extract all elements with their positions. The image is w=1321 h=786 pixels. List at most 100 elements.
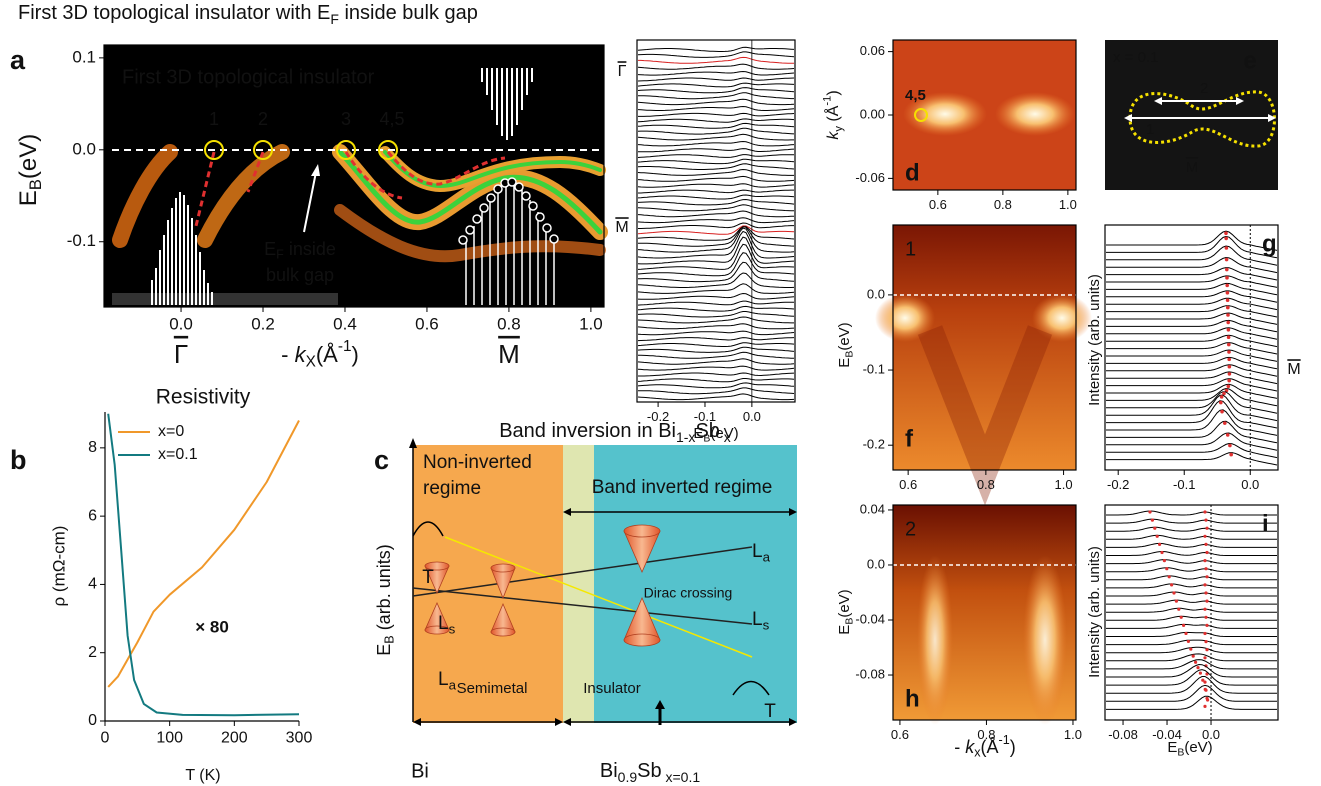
edc-curve [1106,327,1278,340]
y-axis-label-part: E [374,644,394,656]
band-label-part: a [763,549,771,564]
edc-curve [637,226,795,241]
y-axis-label: Intensity (arb. units) [1086,546,1103,678]
axis-frame [1104,504,1279,721]
peak-marker [1203,607,1207,611]
series-line [107,420,300,688]
figure-title-part: First 3D topological insulator with E [18,2,330,24]
marker [458,235,468,245]
x-axis-label: EB(eV) [693,425,738,444]
figure-title-part: F [330,11,339,27]
band [334,204,606,263]
edc-curve [637,378,795,383]
peak-marker [1158,542,1162,547]
edc-curve [638,226,795,247]
arrow-head [555,718,563,726]
edc-curve [637,70,795,76]
edc-curve [637,183,795,188]
intensity-spot [903,92,987,136]
band-label: T [764,701,776,722]
crossing-marker [914,108,928,122]
edc-curve [638,148,795,153]
edc-curve [1106,676,1277,694]
bulk-valence-m [465,184,555,305]
crossing [204,140,224,160]
x-tick-label: 0.2 [251,315,275,334]
peak-marker [1225,276,1229,280]
arrow-head [311,164,320,176]
x-axis-label-part: k [965,737,975,757]
phase-label: Semimetal [457,680,528,697]
edc-curve [1106,391,1278,414]
peak-marker [1194,660,1198,664]
edc-curve [1106,383,1278,399]
x-tick-label: 0.6 [899,477,917,492]
crossing-label: 2 [258,109,268,129]
y-tick-label: -0.1 [67,231,96,250]
x-tick-label: 0.0 [743,409,761,424]
peak-marker [1226,305,1230,310]
cone-top [490,563,516,573]
edc-curve [638,112,795,117]
edc-curve [1106,615,1277,621]
edc-curve [1106,378,1278,392]
compound-label: Bi0.9Sb x=0.1 [600,760,700,784]
crossing-label: 4,5 [905,87,926,104]
cone-top [424,561,450,571]
y-axis-label-part: E [15,190,42,206]
symmetry-point: M [1287,361,1300,378]
band-label-part: s [449,621,456,636]
annotation-part: inside [284,239,336,259]
peak-marker [1227,378,1231,383]
la-band [412,546,753,597]
edc-curve [1106,599,1277,605]
x-tick-label: -0.1 [694,409,716,424]
edc-curve [1106,371,1278,385]
x-tick-label: 0.6 [415,315,439,334]
regime-label: Non-inverted [423,452,532,473]
y-tick-label: 0.0 [72,139,96,158]
panel-label: a [10,45,26,75]
y-tick-label: 0 [88,712,97,729]
x-axis-label-part: ) [1010,737,1016,757]
x-axis-label-part: B [703,432,710,444]
marker [535,212,545,222]
y-axis-label: EB(eV) [836,322,855,367]
x-tick-label: -0.1 [1173,477,1195,492]
panel-label: f [905,425,914,452]
edc-curve [638,92,794,100]
edc-curve [637,230,795,259]
x-tick-label: 100 [156,730,183,747]
peak-marker [1205,550,1209,555]
peak-marker [1148,510,1152,514]
image-strip [112,293,338,305]
edc-curve [637,133,794,141]
y-axis-label: ky (Å-1) [822,90,845,139]
marker [472,214,482,224]
y-axis-label-part: k [825,131,842,140]
x-axis-label-part: (Å [981,737,999,757]
peak-marker [1203,534,1207,538]
edc-curve [1106,305,1278,318]
edc-curve [1106,319,1278,333]
edc-curve [637,204,795,212]
cut-label: 2 [905,518,916,540]
x-tick-label: 300 [286,730,313,747]
bulk-bands [151,68,555,305]
arrow-head [1124,114,1132,122]
peak-marker [1201,678,1205,682]
crossing-markers [204,140,398,160]
edc-curve [637,98,795,106]
band-core [337,149,603,235]
edc-curve [637,227,795,253]
peak-marker [1204,567,1208,571]
peak-marker [1204,518,1208,522]
y-tick-label: -0.1 [863,361,885,376]
peak-marker [1225,290,1230,295]
edc-curve [637,154,795,158]
compound-label-part: 0.9 [618,769,638,785]
edc-curve [637,158,795,165]
fermi-contour [1128,90,1276,148]
edc-curve [1106,256,1278,274]
